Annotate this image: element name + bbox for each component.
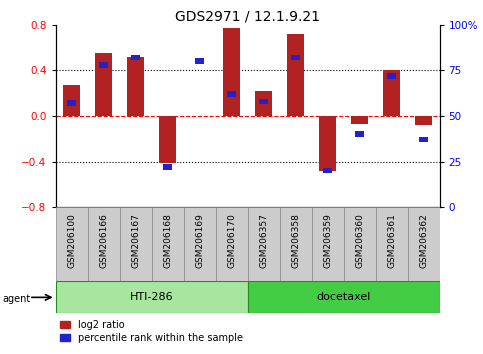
Text: GSM206167: GSM206167 (131, 213, 140, 268)
Text: GSM206361: GSM206361 (387, 213, 396, 268)
Bar (351, 116, 369, 124)
Text: agent: agent (2, 294, 30, 304)
Bar (152, 207, 184, 281)
Bar (163, 164, 172, 170)
Bar (287, 34, 304, 116)
Bar (259, 98, 269, 104)
Bar (87, 207, 120, 281)
Text: GSM206358: GSM206358 (291, 213, 300, 268)
Text: HTI-286: HTI-286 (130, 292, 173, 302)
Bar (248, 207, 280, 281)
Bar (227, 91, 236, 97)
Bar (127, 57, 144, 116)
Text: GSM206362: GSM206362 (419, 213, 428, 268)
Text: GSM206166: GSM206166 (99, 213, 108, 268)
Bar (95, 53, 113, 116)
Text: GSM206360: GSM206360 (355, 213, 364, 268)
Title: GDS2971 / 12.1.9.21: GDS2971 / 12.1.9.21 (175, 10, 320, 24)
Text: GSM206100: GSM206100 (67, 213, 76, 268)
Text: GSM206168: GSM206168 (163, 213, 172, 268)
Bar (159, 116, 176, 162)
Text: GSM206359: GSM206359 (323, 213, 332, 268)
Bar (387, 73, 397, 79)
Text: GSM206169: GSM206169 (195, 213, 204, 268)
Bar (355, 131, 364, 137)
Bar (63, 85, 80, 116)
Bar (255, 91, 272, 116)
Bar (408, 207, 440, 281)
Bar (291, 55, 300, 61)
Text: docetaxel: docetaxel (316, 292, 371, 302)
Bar (323, 168, 332, 173)
Bar (223, 28, 241, 116)
Bar (99, 62, 108, 68)
Bar (383, 70, 400, 116)
Bar (56, 281, 248, 313)
Bar (248, 281, 440, 313)
Bar (312, 207, 343, 281)
Bar (120, 207, 152, 281)
Bar (419, 137, 428, 142)
Bar (215, 207, 248, 281)
Bar (131, 55, 141, 61)
Bar (343, 207, 376, 281)
Bar (56, 207, 87, 281)
Bar (319, 116, 336, 171)
Text: GSM206357: GSM206357 (259, 213, 268, 268)
Bar (280, 207, 312, 281)
Bar (67, 100, 76, 106)
Text: GSM206170: GSM206170 (227, 213, 236, 268)
Legend: log2 ratio, percentile rank within the sample: log2 ratio, percentile rank within the s… (60, 320, 243, 343)
Bar (195, 58, 204, 64)
Bar (184, 207, 215, 281)
Bar (415, 116, 432, 125)
Bar (376, 207, 408, 281)
